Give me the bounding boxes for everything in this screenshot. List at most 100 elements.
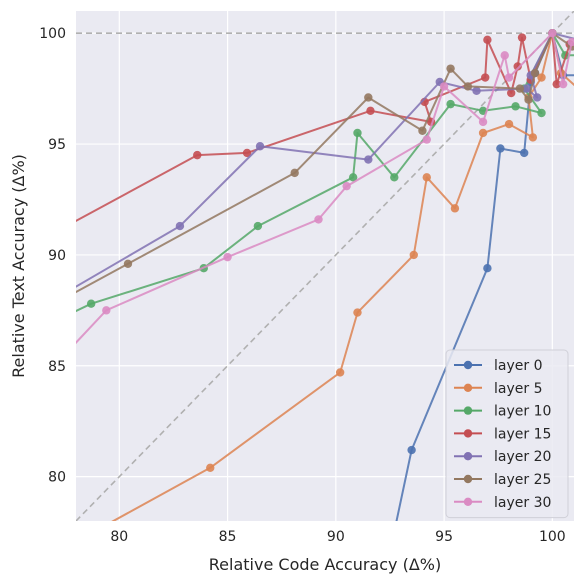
data-point — [86, 299, 96, 308]
data-point — [409, 250, 418, 260]
data-point — [552, 79, 561, 89]
legend-swatch-marker — [463, 360, 473, 370]
data-point — [253, 221, 263, 231]
data-point — [478, 117, 488, 127]
data-point — [353, 128, 362, 138]
data-point — [481, 73, 490, 82]
legend-item: layer 30 — [454, 495, 551, 511]
data-point — [366, 106, 375, 115]
y-tick-label: 95 — [48, 137, 66, 153]
legend-label: layer 5 — [494, 381, 542, 397]
data-point — [517, 33, 527, 42]
data-point — [446, 99, 455, 109]
legend-swatch-marker — [463, 406, 473, 415]
data-point — [364, 155, 373, 164]
data-point — [102, 306, 111, 315]
legend-item: layer 15 — [454, 426, 551, 442]
data-point — [515, 84, 525, 93]
data-point — [446, 64, 455, 73]
data-point — [364, 93, 373, 102]
legend-item: layer 20 — [454, 449, 551, 465]
data-point — [537, 73, 546, 82]
data-point — [342, 181, 351, 191]
data-point — [123, 259, 133, 268]
legend-label: layer 15 — [494, 426, 551, 442]
series-layer-20 — [76, 28, 582, 288]
data-point — [507, 88, 516, 98]
legend-label: layer 10 — [494, 404, 551, 420]
legend-item: layer 5 — [454, 381, 542, 397]
legend-swatch-marker — [463, 497, 473, 506]
legend-swatch-marker — [463, 474, 473, 484]
x-tick-labels: 80 85 90 95 100 — [110, 529, 565, 545]
data-point — [504, 119, 514, 129]
data-point — [422, 135, 431, 144]
data-point — [472, 86, 481, 96]
y-tick-labels: 80 85 90 95 100 — [39, 26, 66, 485]
legend-swatch-marker — [463, 429, 473, 438]
data-point — [407, 445, 416, 455]
legend: layer 0 layer 5 layer 10 layer 15 layer 20 la… — [445, 349, 569, 519]
data-point — [463, 82, 473, 91]
data-point — [353, 308, 362, 317]
data-point — [532, 93, 542, 102]
data-point — [50, 317, 58, 325]
data-point — [450, 204, 460, 213]
x-tick-label: 80 — [110, 529, 128, 545]
data-point — [290, 168, 299, 178]
legend-item: layer 0 — [454, 358, 542, 374]
y-tick-label: 100 — [39, 26, 66, 42]
series-layer-30 — [76, 28, 574, 345]
data-point — [255, 142, 265, 151]
legend-label: layer 25 — [494, 472, 551, 488]
data-point — [242, 148, 252, 158]
data-point — [528, 133, 538, 142]
data-point — [193, 150, 202, 160]
data-point — [567, 37, 574, 47]
x-tick-label: 85 — [219, 529, 237, 545]
data-point — [558, 79, 568, 89]
data-point — [335, 368, 345, 377]
data-point — [348, 173, 358, 182]
series-layer — [28, 28, 584, 569]
data-point — [439, 82, 449, 91]
data-point — [504, 73, 514, 82]
x-axis-label: Relative Code Accuracy (Δ%) — [209, 555, 441, 574]
legend-swatch-marker — [463, 452, 473, 461]
data-point — [28, 561, 36, 569]
legend-box — [445, 349, 569, 519]
data-point — [522, 84, 531, 93]
data-point — [50, 229, 58, 237]
y-tick-label: 90 — [48, 248, 66, 264]
data-point — [511, 102, 520, 111]
legend-item: layer 25 — [454, 472, 551, 488]
data-point — [548, 28, 557, 38]
data-point — [574, 36, 582, 44]
y-tick-label: 85 — [48, 359, 66, 375]
legend-label: layer 0 — [494, 358, 542, 374]
data-point — [422, 173, 431, 182]
data-point — [50, 299, 58, 307]
data-point — [478, 128, 488, 138]
data-point — [500, 51, 509, 60]
series-line — [76, 32, 573, 294]
data-point — [581, 71, 584, 79]
data-point — [520, 148, 529, 158]
data-point — [530, 68, 540, 78]
x-tick-label: 100 — [539, 529, 566, 545]
legend-label: layer 30 — [494, 495, 551, 511]
x-tick-label: 90 — [327, 529, 345, 545]
y-tick-label: 80 — [48, 470, 66, 486]
legend-label: layer 20 — [494, 449, 551, 465]
data-point — [314, 215, 323, 224]
data-point — [524, 95, 533, 104]
legend-swatch-marker — [463, 383, 473, 392]
data-point — [418, 126, 427, 135]
data-point — [175, 221, 185, 231]
data-point — [223, 252, 232, 262]
data-point — [513, 62, 522, 71]
legend-item: layer 10 — [454, 404, 551, 420]
data-point — [483, 264, 492, 273]
x-tick-label: 95 — [435, 529, 453, 545]
